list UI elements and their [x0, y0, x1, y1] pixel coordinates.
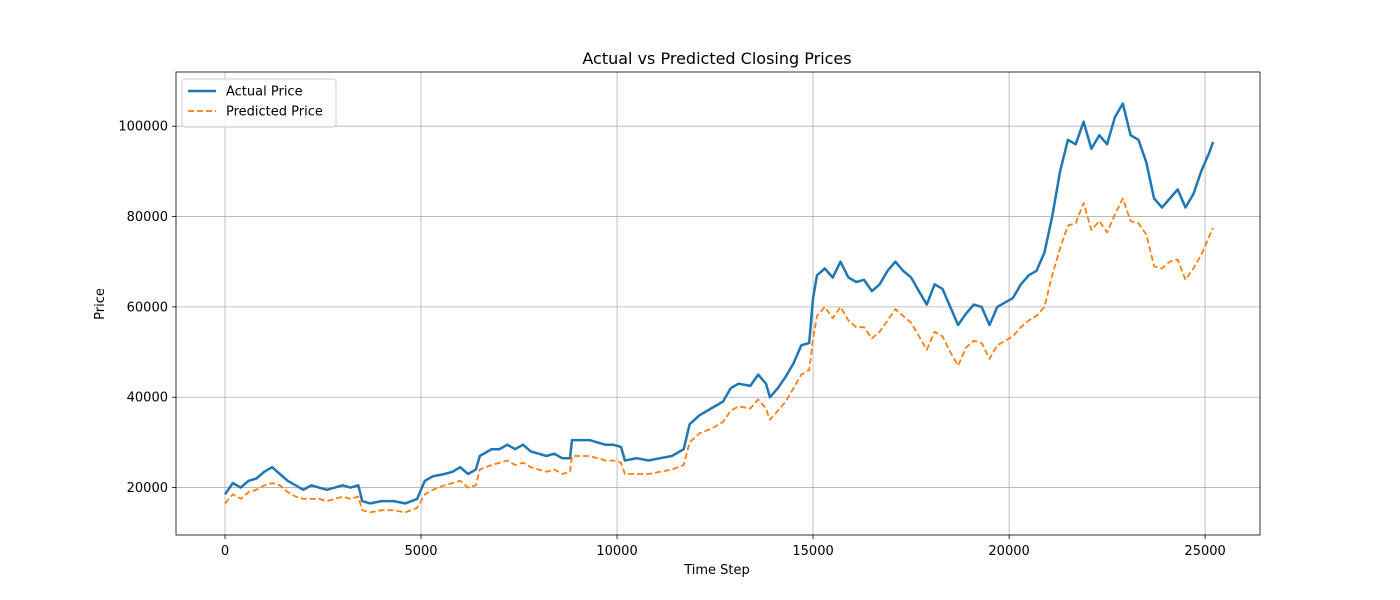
- legend-label-predicted-price: Predicted Price: [226, 105, 323, 120]
- y-tick-label: 40000: [127, 391, 168, 406]
- plot-series: [223, 102, 1215, 514]
- x-tick-label: 10000: [596, 544, 637, 559]
- x-tick-label: 15000: [792, 544, 833, 559]
- x-tick-label: 5000: [404, 544, 437, 559]
- y-tick-label: 60000: [127, 300, 168, 315]
- y-axis-label: Price: [93, 288, 108, 320]
- legend-box: [181, 78, 337, 128]
- y-tick-label: 100000: [118, 120, 168, 135]
- grid: [176, 72, 1260, 535]
- y-tick-label: 20000: [127, 481, 168, 496]
- chart-title: Actual vs Predicted Closing Prices: [582, 49, 851, 68]
- y-tick-label: 80000: [127, 210, 168, 225]
- x-axis-label: Time Step: [683, 563, 750, 578]
- series-line-actual-price: [223, 102, 1215, 505]
- series-line-predicted-price: [224, 197, 1214, 514]
- y-axis-ticks: 20000 40000 60000 80000 100000: [118, 120, 176, 496]
- legend-label-actual-price: Actual Price: [226, 85, 303, 100]
- x-tick-label: 0: [221, 544, 229, 559]
- x-axis-ticks: 0 5000 10000 15000 20000 25000: [221, 535, 1226, 559]
- x-tick-label: 25000: [1184, 544, 1225, 559]
- legend: Actual Price Predicted Price: [181, 78, 337, 128]
- plot-area-frame: [175, 71, 1261, 536]
- x-tick-label: 20000: [988, 544, 1029, 559]
